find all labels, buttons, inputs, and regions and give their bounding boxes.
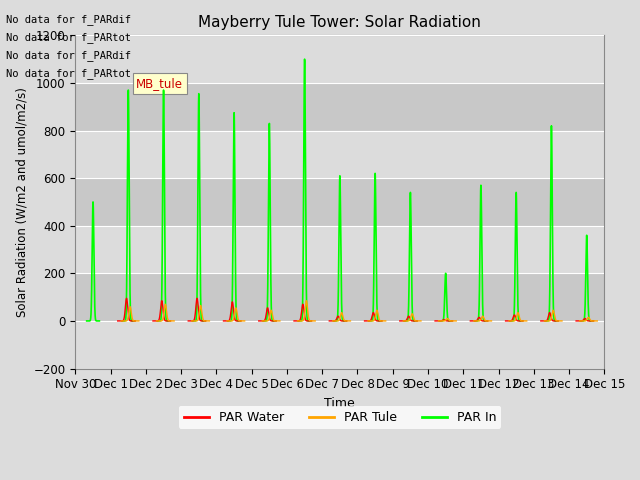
PAR In — [95, 318, 103, 324]
PAR In — [92, 318, 100, 324]
PAR Water — [114, 318, 122, 324]
PAR In — [91, 301, 99, 307]
Bar — [76, 131, 604, 178]
Bar — [76, 36, 604, 83]
PAR Tule — [126, 304, 134, 310]
X-axis label: Time: Time — [324, 397, 355, 410]
PAR In — [92, 318, 100, 324]
Legend: PAR Water, PAR Tule, PAR In: PAR Water, PAR Tule, PAR In — [179, 406, 501, 429]
PAR Water — [129, 318, 136, 324]
PAR Water — [130, 318, 138, 324]
PAR Tule — [128, 313, 136, 319]
PAR In — [88, 283, 95, 288]
PAR Tule — [128, 315, 136, 321]
Bar — [76, 178, 604, 226]
Line: PAR Water: PAR Water — [118, 299, 135, 321]
PAR Tule — [118, 318, 125, 324]
Bar — [76, 273, 604, 321]
PAR Water — [124, 311, 132, 316]
PAR Tule — [132, 318, 140, 324]
Bar — [76, 83, 604, 131]
PAR Tule — [128, 313, 136, 319]
PAR Tule — [117, 318, 125, 324]
PAR Tule — [135, 318, 143, 324]
Text: No data for f_PARtot: No data for f_PARtot — [6, 68, 131, 79]
Y-axis label: Solar Radiation (W/m2 and umol/m2/s): Solar Radiation (W/m2 and umol/m2/s) — [15, 87, 28, 317]
PAR In — [84, 318, 92, 324]
PAR Water — [123, 296, 131, 301]
PAR In — [87, 314, 95, 320]
PAR Water — [131, 318, 139, 324]
PAR Water — [114, 318, 122, 324]
PAR In — [83, 318, 90, 324]
PAR Water — [124, 310, 132, 316]
PAR Tule — [133, 318, 141, 324]
PAR Water — [125, 313, 132, 319]
Text: No data for f_PARdif: No data for f_PARdif — [6, 50, 131, 61]
Text: No data for f_PARtot: No data for f_PARtot — [6, 32, 131, 43]
Title: Mayberry Tule Tower: Solar Radiation: Mayberry Tule Tower: Solar Radiation — [198, 15, 481, 30]
Bar — [76, 226, 604, 273]
Line: PAR Tule: PAR Tule — [121, 307, 139, 321]
Line: PAR In: PAR In — [86, 202, 99, 321]
Text: MB_tule: MB_tule — [136, 77, 183, 90]
PAR In — [89, 199, 97, 205]
Text: No data for f_PARdif: No data for f_PARdif — [6, 13, 131, 24]
Bar — [76, 321, 604, 369]
